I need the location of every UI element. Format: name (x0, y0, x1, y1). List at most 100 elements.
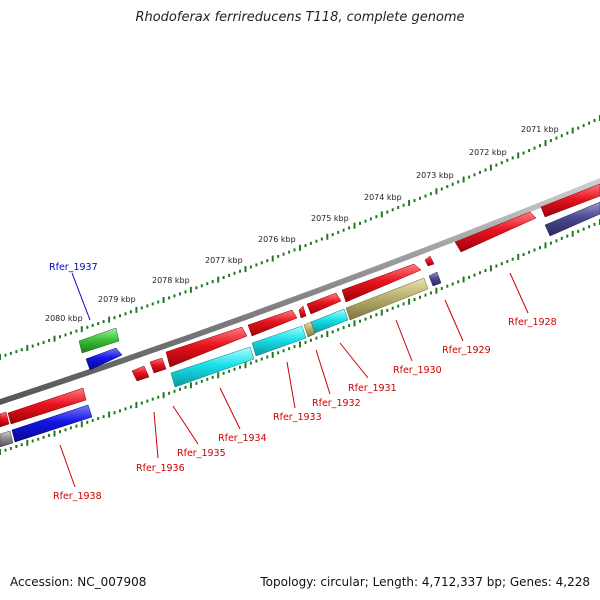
inner-scale-tick (353, 320, 356, 327)
inner-scale-tick (386, 308, 389, 312)
outer-scale-tick (386, 210, 389, 214)
gene-cyan-1[interactable] (310, 308, 349, 334)
gene-slate-small[interactable] (428, 271, 442, 287)
gene-olive-small[interactable] (303, 321, 316, 338)
inner-scale-tick (228, 369, 231, 373)
gene-label-rfer-1938[interactable]: Rfer_1938 (53, 491, 102, 502)
scale-label-2079: 2079 kbp (98, 295, 136, 304)
outer-scale-tick (222, 276, 225, 279)
outer-scale-tick (102, 320, 105, 324)
outer-scale-tick (582, 124, 585, 128)
gene-label-rfer-1928[interactable]: Rfer_1928 (508, 317, 557, 328)
inner-scale-tick (91, 418, 94, 422)
outer-scale-tick (59, 335, 61, 339)
scale-label-2078: 2078 kbp (152, 276, 190, 285)
outer-scale-tick (337, 230, 340, 234)
gene-cyan-2[interactable] (251, 325, 307, 357)
outer-scale-tick (446, 185, 449, 189)
outer-scale-tick (119, 314, 121, 318)
outer-scale-tick (168, 296, 171, 300)
inner-scale-tick (69, 426, 72, 430)
gene-rfer-1929[interactable] (424, 255, 435, 267)
inner-scale-tick (402, 302, 405, 306)
gene-rfer-1932[interactable] (298, 305, 307, 319)
outer-scale-tick (326, 233, 329, 240)
inner-scale-tick (293, 345, 296, 349)
gene-green-rfer-1937[interactable] (78, 327, 120, 354)
outer-scale-tick (462, 176, 465, 183)
inner-scale-tick (408, 298, 411, 305)
outer-scale-tick (451, 182, 454, 186)
gene-rfer-1928[interactable] (454, 211, 537, 253)
outer-scale-tick (424, 194, 427, 198)
scale-label-2075: 2075 kbp (311, 214, 349, 223)
outer-scale-tick (244, 266, 247, 273)
inner-scale-tick (277, 351, 280, 355)
gene-gray-left[interactable] (0, 430, 14, 448)
gene-label-rfer-1937[interactable]: Rfer_1937 (49, 262, 98, 273)
gene-label-rfer-1936[interactable]: Rfer_1936 (136, 463, 185, 474)
gene-label-rfer-1935[interactable]: Rfer_1935 (177, 448, 226, 459)
gene-cyan-3[interactable] (170, 346, 255, 388)
inner-scale-tick (200, 379, 203, 383)
label-leaders (59, 272, 529, 488)
inner-scale-tick (299, 341, 301, 348)
gene-rfer-1938-left[interactable] (0, 411, 10, 428)
outer-scale-tick (271, 255, 274, 262)
inner-scale-tick (129, 405, 132, 409)
scale-label-2073: 2073 kbp (416, 171, 454, 180)
gene-rfer-1934[interactable] (165, 326, 248, 368)
gene-rfer-1936[interactable] (131, 365, 150, 382)
inner-scale-tick (206, 377, 209, 381)
inner-scale-tick (168, 391, 171, 395)
inner-scale-tick (457, 280, 460, 284)
outer-scale-tick (9, 351, 12, 355)
gene-label-rfer-1931[interactable]: Rfer_1931 (348, 383, 397, 394)
outer-scale-tick (533, 146, 536, 150)
outer-scale-tick (179, 292, 181, 296)
gene-blue[interactable] (85, 347, 123, 371)
outer-scale-tick (260, 261, 263, 265)
inner-scale-tick (266, 355, 269, 359)
inner-scale-tick (211, 375, 214, 379)
gene-label-rfer-1929[interactable]: Rfer_1929 (442, 345, 491, 356)
outer-scale-tick (151, 302, 154, 306)
inner-scale-tick (162, 392, 165, 399)
outer-scale-tick (282, 252, 285, 256)
inner-scale-tick (80, 421, 83, 428)
inner-scale-tick (157, 395, 160, 399)
outer-scale-tick (69, 331, 72, 335)
outer-scale-tick (15, 350, 18, 354)
gene-blue-left[interactable] (11, 404, 93, 443)
scale-label-2080: 2080 kbp (45, 314, 83, 323)
gene-rfer-1933[interactable] (247, 309, 298, 337)
inner-scale-tick (413, 298, 416, 301)
inner-scale-tick (151, 397, 154, 401)
inner-scale-tick (479, 271, 481, 275)
outer-scale-tick (549, 139, 552, 143)
gene-label-rfer-1930[interactable]: Rfer_1930 (393, 365, 442, 376)
gene-rfer-1938[interactable] (7, 387, 87, 425)
outer-scale-tick (571, 127, 574, 134)
outer-scale-tick (566, 131, 569, 135)
gene-rfer-1930[interactable] (341, 263, 422, 303)
outer-scale-tick (0, 354, 1, 360)
gene-label-rfer-1933[interactable]: Rfer_1933 (273, 412, 322, 423)
gene-slate-right[interactable] (544, 201, 600, 237)
gene-olive[interactable] (345, 277, 429, 321)
gene-rfer-1935[interactable] (149, 357, 167, 374)
inner-scale-tick (97, 417, 100, 420)
inner-scale-tick (146, 399, 149, 403)
gene-label-rfer-1932[interactable]: Rfer_1932 (312, 398, 361, 409)
gene-rfer-1928-cont[interactable] (540, 183, 600, 218)
inner-scale-tick (375, 313, 378, 317)
gene-label-rfer-1934[interactable]: Rfer_1934 (218, 433, 267, 444)
outer-scale-tick (419, 196, 421, 200)
inner-scale-tick (4, 448, 7, 452)
inner-scale-tick (20, 443, 23, 447)
forward-strand-genes (0, 183, 600, 428)
inner-scale-tick (86, 420, 89, 424)
gene-rfer-1931[interactable] (306, 292, 342, 315)
outer-scale-tick (429, 192, 432, 196)
